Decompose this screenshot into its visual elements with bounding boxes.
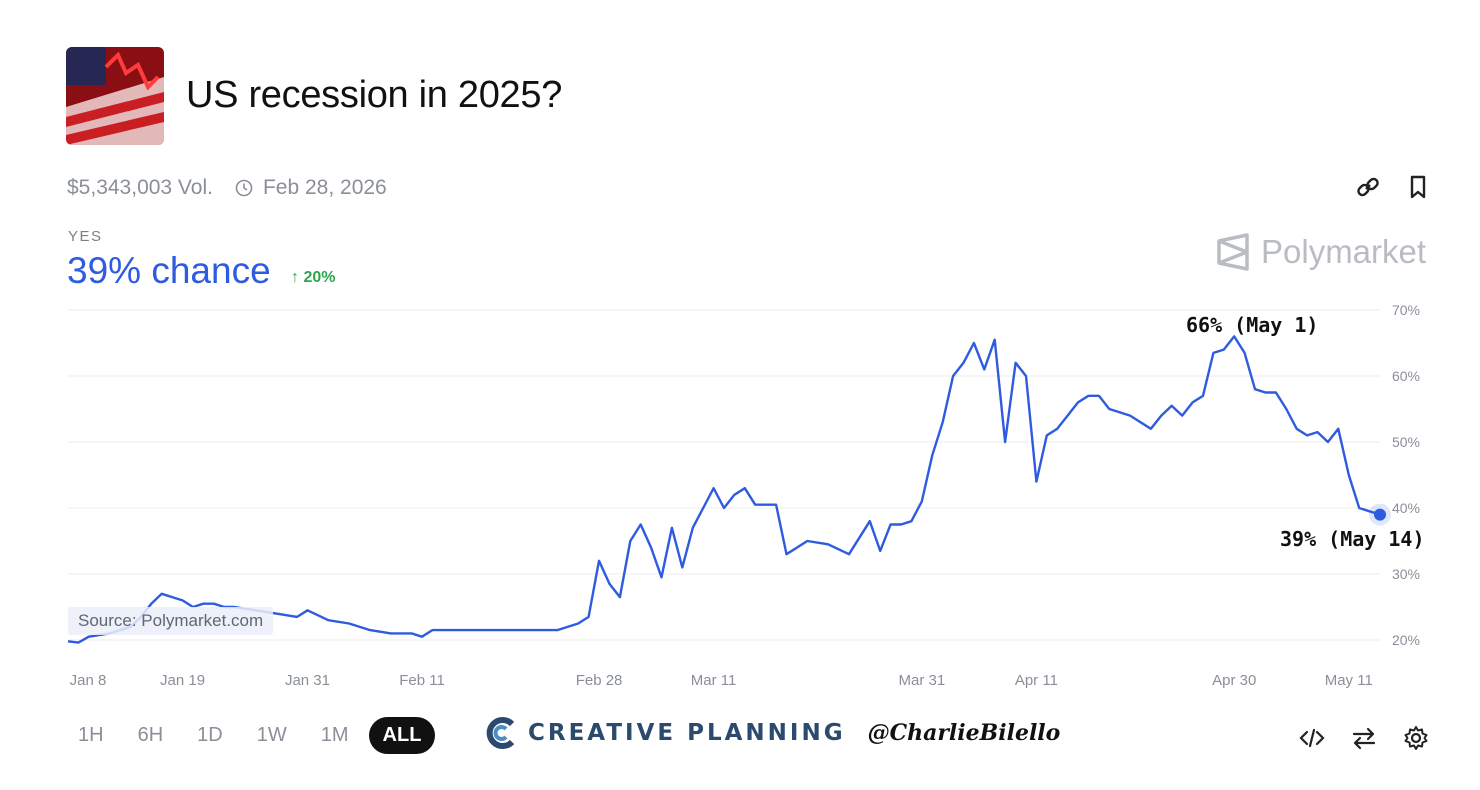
volume-text: $5,343,003 Vol. (67, 176, 213, 199)
link-icon[interactable] (1354, 173, 1382, 201)
y-tick-label: 70% (1392, 302, 1420, 318)
chart-actions (1298, 724, 1430, 752)
range-1w-button[interactable]: 1W (256, 724, 287, 746)
polymarket-logo-icon (1217, 233, 1249, 271)
source-note: Source: Polymarket.com (68, 607, 274, 635)
x-tick-label: Jan 19 (160, 672, 205, 689)
polymarket-brand: Polymarket (1215, 233, 1426, 271)
company-name: CREATIVE PLANNING (528, 720, 846, 746)
market-image (66, 47, 164, 145)
market-meta: $5,343,003 Vol. Feb 28, 2026 (67, 176, 387, 200)
market-title: US recession in 2025? (186, 74, 563, 116)
y-tick-label: 60% (1392, 368, 1420, 384)
delta-value: 20% (303, 269, 336, 286)
embed-icon[interactable] (1298, 724, 1326, 752)
us-flag-chart-image (66, 47, 164, 145)
y-tick-label: 30% (1392, 566, 1420, 582)
x-tick-label: Apr 11 (1015, 672, 1058, 689)
x-tick-label: May 11 (1325, 672, 1373, 689)
chance-delta: ↑ 20% (291, 269, 336, 286)
author-handle: @CharlieBilello (867, 720, 1061, 746)
x-tick-label: Feb 11 (399, 672, 445, 689)
y-tick-label: 50% (1392, 434, 1420, 450)
range-1h-button[interactable]: 1H (78, 724, 104, 746)
price-chart: 20% 30% 40% 50% 60% 70% Jan 8 Jan 19 Jan 31 Feb 1… (0, 295, 1480, 705)
time-range-selector: 1H 6H 1D 1W 1M ALL (64, 717, 441, 754)
x-tick-label: Feb 28 (576, 672, 623, 689)
clock-icon (235, 179, 253, 197)
creative-planning-credit: CREATIVE PLANNING @CharlieBilello (484, 716, 1060, 750)
latest-point (1374, 508, 1386, 521)
range-6h-button[interactable]: 6H (137, 724, 164, 746)
range-1m-button[interactable]: 1M (320, 724, 349, 746)
x-tick-label: Jan 31 (285, 672, 330, 689)
x-tick-label: Mar 31 (898, 672, 945, 689)
chance-value: 39% chance (67, 250, 271, 291)
top-actions (1354, 173, 1432, 201)
swap-icon[interactable] (1350, 724, 1378, 752)
brand-name: Polymarket (1261, 233, 1427, 270)
chart-svg: 20% 30% 40% 50% 60% 70% Jan 8 Jan 19 Jan 31 Feb 1… (67, 302, 1420, 689)
peak-annotation: 66% (May 1) (1186, 313, 1319, 337)
y-tick-label: 20% (1392, 632, 1420, 648)
latest-annotation: 39% (May 14) (1280, 527, 1425, 551)
settings-icon[interactable] (1402, 724, 1430, 752)
outcome-label: YES (68, 228, 103, 245)
series-line (67, 335, 1381, 644)
end-date-text: Feb 28, 2026 (262, 176, 387, 199)
creative-planning-logo-icon (486, 717, 515, 749)
x-tick-label: Apr 30 (1212, 672, 1256, 689)
range-1d-button[interactable]: 1D (197, 724, 223, 746)
range-all-button[interactable]: ALL (368, 717, 436, 754)
y-tick-label: 40% (1392, 500, 1420, 516)
bookmark-icon[interactable] (1404, 173, 1432, 201)
x-tick-label: Jan 8 (70, 672, 107, 689)
x-tick-label: Mar 11 (691, 672, 737, 689)
